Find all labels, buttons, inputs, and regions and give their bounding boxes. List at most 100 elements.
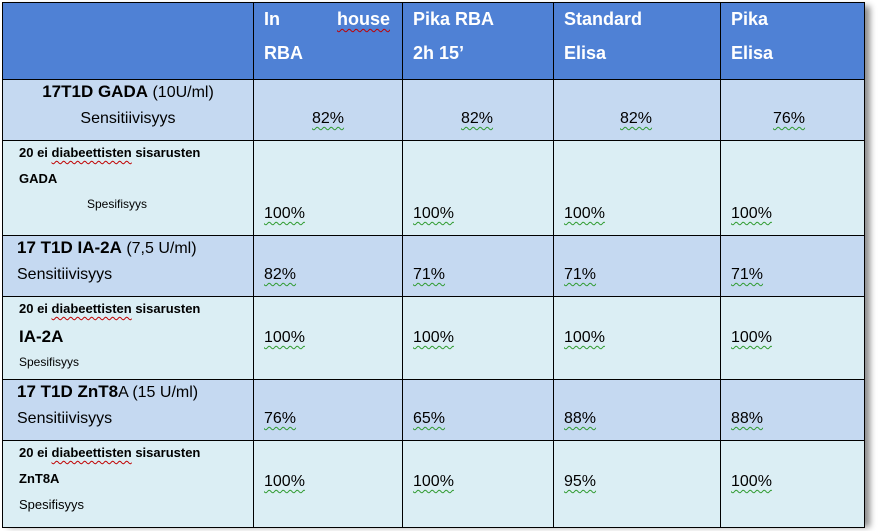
value-cell: 100% xyxy=(402,440,554,528)
table-row: 17T1D GADA (10U/ml) Sensitiivisyys 82% 8… xyxy=(2,79,865,141)
value-cell: 95% xyxy=(553,440,721,528)
value-cell: 71% xyxy=(553,235,721,297)
header-in-house-rba: In house RBA xyxy=(253,2,403,80)
value-cell: 100% xyxy=(720,140,865,236)
value-text: 100% xyxy=(264,329,305,346)
row-line1: sisarusten xyxy=(131,301,201,316)
value-cell: 100% xyxy=(253,440,403,528)
value-text: 88% xyxy=(731,410,764,427)
header-text: Pika xyxy=(731,9,769,29)
row-line3: Spesifisyys xyxy=(19,497,85,512)
row-line1-underlined: diabeettisten xyxy=(51,145,132,160)
value-cell: 100% xyxy=(720,440,865,528)
row-title: 17T1D GADA xyxy=(42,82,149,101)
table-row: 17 T1D ZnT8A (15 U/ml) Sensitiivisyys 76… xyxy=(2,379,865,441)
value-text: 82% xyxy=(312,110,345,127)
value-cell: 88% xyxy=(553,379,721,441)
value-text: 71% xyxy=(564,266,597,283)
value-text: 76% xyxy=(773,110,806,127)
row-line1: sisarusten xyxy=(131,145,201,160)
comparison-table: In house RBA Pika RBA 2h 15’ Standard El… xyxy=(2,2,865,528)
table-row: 20 ei diabeettisten sisarusten IA-2A Spe… xyxy=(2,296,865,380)
row-subtitle: Sensitiivisyys xyxy=(80,110,176,127)
value-text: 100% xyxy=(413,205,454,222)
value-text: 82% xyxy=(620,110,653,127)
header-text: In xyxy=(264,9,280,29)
row-label-cell: 17 T1D IA-2A (7,5 U/ml) Sensitiivisyys xyxy=(2,235,254,297)
value-cell: 71% xyxy=(402,235,554,297)
document-area: In house RBA Pika RBA 2h 15’ Standard El… xyxy=(2,2,878,528)
header-text: 2h 15’ xyxy=(413,43,465,63)
row-line1: sisarusten xyxy=(131,445,201,460)
value-cell: 82% xyxy=(553,79,721,141)
row-label-cell: 20 ei diabeettisten sisarusten GADA Spes… xyxy=(2,140,254,236)
header-pika-rba: Pika RBA 2h 15’ xyxy=(402,2,554,80)
value-text: 95% xyxy=(564,473,597,490)
row-title: 17 T1D IA-2A xyxy=(17,238,122,257)
row-subtitle: Sensitiivisyys xyxy=(17,410,113,427)
header-row: In house RBA Pika RBA 2h 15’ Standard El… xyxy=(2,2,865,80)
value-cell: 100% xyxy=(402,140,554,236)
header-text: RBA xyxy=(264,43,303,63)
value-cell: 65% xyxy=(402,379,554,441)
value-text: 88% xyxy=(564,410,597,427)
value-text: 82% xyxy=(264,266,297,283)
value-text: 100% xyxy=(264,205,305,222)
row-label-cell: 17 T1D ZnT8A (15 U/ml) Sensitiivisyys xyxy=(2,379,254,441)
header-text: house xyxy=(336,9,390,29)
value-cell: 88% xyxy=(720,379,865,441)
row-label-cell: 17T1D GADA (10U/ml) Sensitiivisyys xyxy=(2,79,254,141)
row-line1-underlined: diabeettisten xyxy=(51,301,132,316)
header-standard-elisa: Standard Elisa xyxy=(553,2,721,80)
row-label-cell: 20 ei diabeettisten sisarusten ZnT8A Spe… xyxy=(2,440,254,528)
header-text: Elisa xyxy=(731,43,774,63)
header-pika-elisa: Pika Elisa xyxy=(720,2,865,80)
row-line2: ZnT8A xyxy=(19,471,60,486)
value-text: 82% xyxy=(461,110,494,127)
table-row: 20 ei diabeettisten sisarusten ZnT8A Spe… xyxy=(2,440,865,528)
value-text: 100% xyxy=(731,205,772,222)
row-subtitle: Sensitiivisyys xyxy=(17,266,113,283)
header-text: Standard xyxy=(564,9,643,29)
row-line2: IA-2A xyxy=(19,327,64,346)
row-label-cell: 20 ei diabeettisten sisarusten IA-2A Spe… xyxy=(2,296,254,380)
header-text: Pika RBA xyxy=(413,9,495,29)
value-text: 100% xyxy=(564,205,605,222)
table-frame: In house RBA Pika RBA 2h 15’ Standard El… xyxy=(2,2,865,528)
header-corner-cell xyxy=(2,2,254,80)
row-line3: Spesifisyys xyxy=(87,197,148,211)
row-title-suffix: (7,5 U/ml) xyxy=(121,240,197,257)
value-cell: 71% xyxy=(720,235,865,297)
row-title-suffix: (10U/ml) xyxy=(148,84,214,101)
value-text: 100% xyxy=(264,473,305,490)
value-text: 65% xyxy=(413,410,446,427)
table-row: 17 T1D IA-2A (7,5 U/ml) Sensitiivisyys 8… xyxy=(2,235,865,297)
value-text: 100% xyxy=(731,329,772,346)
value-cell: 82% xyxy=(402,79,554,141)
row-line1: 20 ei xyxy=(19,301,52,316)
value-cell: 82% xyxy=(253,79,403,141)
row-line3: Spesifisyys xyxy=(19,355,80,369)
value-cell: 100% xyxy=(402,296,554,380)
row-line2: GADA xyxy=(19,171,58,186)
value-text: 100% xyxy=(731,473,772,490)
value-cell: 100% xyxy=(720,296,865,380)
value-cell: 100% xyxy=(553,296,721,380)
value-cell: 76% xyxy=(253,379,403,441)
value-text: 71% xyxy=(413,266,446,283)
value-text: 76% xyxy=(264,410,297,427)
row-title-suffix: A (15 U/ml) xyxy=(118,384,199,401)
value-cell: 100% xyxy=(253,296,403,380)
table-row: 20 ei diabeettisten sisarusten GADA Spes… xyxy=(2,140,865,236)
row-title: 17 T1D ZnT8 xyxy=(17,382,119,401)
value-text: 100% xyxy=(564,329,605,346)
row-line1: 20 ei xyxy=(19,445,52,460)
row-line1-underlined: diabeettisten xyxy=(51,445,132,460)
value-text: 100% xyxy=(413,329,454,346)
value-cell: 82% xyxy=(253,235,403,297)
row-line1: 20 ei xyxy=(19,145,52,160)
value-cell: 76% xyxy=(720,79,865,141)
value-text: 71% xyxy=(731,266,764,283)
header-text: Elisa xyxy=(564,43,607,63)
value-cell: 100% xyxy=(553,140,721,236)
